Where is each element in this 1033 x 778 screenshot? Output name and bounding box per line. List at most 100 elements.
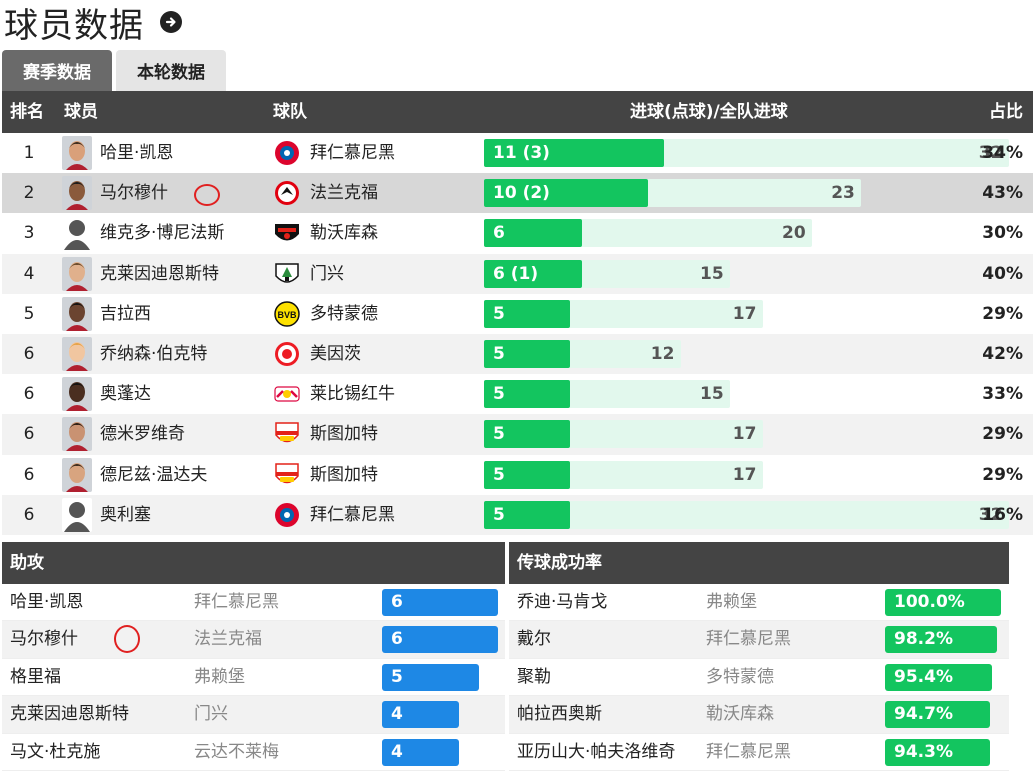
header-rank: 排名 <box>10 102 44 122</box>
list-item[interactable]: 马文·杜克施 云达不莱梅 4 <box>2 734 505 771</box>
player-goals-bar: 5 <box>484 420 570 449</box>
stat-bar: 95.4% <box>885 663 992 691</box>
team-goals-value: 23 <box>831 183 855 204</box>
list-item[interactable]: 哈里·凯恩 拜仁慕尼黑 6 <box>2 584 505 622</box>
player-goals-bar: 5 <box>484 460 570 489</box>
list-item[interactable]: 聚勒 多特蒙德 95.4% <box>509 659 1009 697</box>
player-name-link[interactable]: 奥利塞 <box>100 504 151 525</box>
table-row[interactable]: 6 奥蓬达 莱比锡红牛 5 15 33% <box>2 374 1033 415</box>
annotation-circle <box>194 184 220 207</box>
goal-share-value: 30% <box>982 223 1023 244</box>
player-name-link[interactable]: 马尔穆什 <box>10 629 78 650</box>
player-name-link[interactable]: 克莱因迪恩斯特 <box>10 704 129 725</box>
player-name-link[interactable]: 聚勒 <box>517 666 551 687</box>
team-name-link[interactable]: 弗赖堡 <box>706 592 757 612</box>
team-name-link[interactable]: 莱比锡红牛 <box>310 384 395 405</box>
arrow-right-circle-icon[interactable] <box>160 11 182 33</box>
table-row[interactable]: 6 德尼兹·温达夫 斯图加特 5 17 29% <box>2 454 1033 495</box>
header-player: 球员 <box>64 102 98 122</box>
player-name-link[interactable]: 帕拉西奥斯 <box>517 704 602 725</box>
team-name-link[interactable]: 拜仁慕尼黑 <box>706 629 791 650</box>
goal-share-value: 42% <box>982 343 1023 364</box>
team-name-link[interactable]: 美因茨 <box>310 343 361 364</box>
list-item[interactable]: 乔迪·马肯戈 弗赖堡 100.0% <box>509 584 1009 622</box>
goals-table: 排名 球员 球队 进球(点球)/全队进球 占比 1 哈里·凯恩 拜仁慕尼黑 11 (3… <box>2 91 1033 535</box>
goal-share-value: 29% <box>982 303 1023 324</box>
table-row[interactable]: 1 哈里·凯恩 拜仁慕尼黑 11 (3) 32 34% <box>2 133 1033 174</box>
player-avatar <box>62 336 92 371</box>
table-row[interactable]: 6 乔纳森·伯克特 美因茨 5 12 42% <box>2 333 1033 375</box>
table-row[interactable]: 6 奥利塞 拜仁慕尼黑 5 32 16% <box>2 494 1033 535</box>
stat-bar: 94.7% <box>885 701 991 729</box>
table-row[interactable]: 2 马尔穆什 法兰克福 10 (2) 23 43% <box>2 173 1033 214</box>
stat-bar: 5 <box>382 663 479 691</box>
player-name-link[interactable]: 马尔穆什 <box>100 183 168 204</box>
passing-list: 乔迪·马肯戈 弗赖堡 100.0% 戴尔 拜仁慕尼黑 98.2% 聚勒 多特蒙德 95.4% 帕拉… <box>509 584 1009 771</box>
goal-share-value: 29% <box>982 464 1023 485</box>
rank-cell: 3 <box>23 223 35 244</box>
team-name-link[interactable]: 弗赖堡 <box>194 666 245 687</box>
team-name-link[interactable]: 拜仁慕尼黑 <box>310 143 395 163</box>
team-name-link[interactable]: 斯图加特 <box>310 464 378 485</box>
team-name-link[interactable]: 法兰克福 <box>310 183 378 204</box>
team-name-link[interactable]: 拜仁慕尼黑 <box>706 741 791 762</box>
player-name-link[interactable]: 哈里·凯恩 <box>100 143 174 163</box>
player-avatar <box>62 136 92 170</box>
header-goals: 进球(点球)/全队进球 <box>630 102 788 122</box>
tab-round-stats[interactable]: 本轮数据 <box>116 50 226 91</box>
team-name-link[interactable]: 多特蒙德 <box>706 666 774 687</box>
table-row[interactable]: 6 德米罗维奇 斯图加特 5 17 29% <box>2 414 1033 455</box>
player-name-link[interactable]: 德尼兹·温达夫 <box>100 464 208 485</box>
list-item[interactable]: 马尔穆什 法兰克福 6 <box>2 621 505 659</box>
team-name-link[interactable]: 门兴 <box>194 704 228 725</box>
player-name-link[interactable]: 格里福 <box>10 666 61 687</box>
rank-cell: 4 <box>23 263 35 284</box>
stat-bar: 94.3% <box>885 738 990 766</box>
list-item[interactable]: 帕拉西奥斯 勒沃库森 94.7% <box>509 696 1009 734</box>
player-avatar <box>62 497 92 532</box>
player-name-link[interactable]: 奥蓬达 <box>100 384 151 405</box>
player-name-link[interactable]: 乔纳森·伯克特 <box>100 343 208 364</box>
stat-bar: 100.0% <box>885 589 1001 616</box>
player-name-link[interactable]: 戴尔 <box>517 629 551 650</box>
player-goals-bar: 6 (1) <box>484 259 583 288</box>
team-name-link[interactable]: 法兰克福 <box>194 629 262 650</box>
team-name-link[interactable]: 云达不莱梅 <box>194 741 279 762</box>
list-item[interactable]: 格里福 弗赖堡 5 <box>2 659 505 697</box>
player-name-link[interactable]: 亚历山大·帕夫洛维奇 <box>517 741 676 762</box>
bayern-crest-icon <box>272 501 302 529</box>
player-name-link[interactable]: 维克多·博尼法斯 <box>100 223 225 244</box>
team-goals-value: 17 <box>732 303 757 324</box>
team-goals-value: 32 <box>978 504 1003 525</box>
player-avatar <box>62 256 92 291</box>
team-name-link[interactable]: 拜仁慕尼黑 <box>194 592 279 612</box>
rank-cell: 6 <box>23 464 35 485</box>
list-item[interactable]: 克莱因迪恩斯特 门兴 4 <box>2 696 505 734</box>
player-name-link[interactable]: 乔迪·马肯戈 <box>517 592 608 612</box>
team-name-link[interactable]: 门兴 <box>310 263 344 284</box>
rank-cell: 1 <box>23 143 35 163</box>
player-avatar <box>62 457 92 492</box>
team-name-link[interactable]: 拜仁慕尼黑 <box>310 504 395 525</box>
list-item[interactable]: 亚历山大·帕夫洛维奇 拜仁慕尼黑 94.3% <box>509 734 1009 771</box>
team-name-link[interactable]: 勒沃库森 <box>310 223 378 244</box>
table-row[interactable]: 5 吉拉西 BVB 多特蒙德 5 17 29% <box>2 293 1033 334</box>
table-row[interactable]: 4 克莱因迪恩斯特 门兴 6 (1) 15 40% <box>2 253 1033 294</box>
player-name-link[interactable]: 马文·杜克施 <box>10 741 101 762</box>
goal-share-value: 29% <box>982 424 1023 445</box>
player-name-link[interactable]: 哈里·凯恩 <box>10 592 84 612</box>
team-name-link[interactable]: 勒沃库森 <box>706 704 774 725</box>
list-item[interactable]: 戴尔 拜仁慕尼黑 98.2% <box>509 621 1009 659</box>
tab-season-stats[interactable]: 赛季数据 <box>2 50 112 91</box>
player-name-link[interactable]: 克莱因迪恩斯特 <box>100 263 219 284</box>
header-share: 占比 <box>989 102 1023 122</box>
team-name-link[interactable]: 斯图加特 <box>310 424 378 445</box>
player-name-link[interactable]: 德米罗维奇 <box>100 424 185 445</box>
table-row[interactable]: 3 维克多·博尼法斯 勒沃库森 6 20 30% <box>2 213 1033 254</box>
header-team: 球队 <box>273 102 307 122</box>
team-name-link[interactable]: 多特蒙德 <box>310 303 378 324</box>
team-goals-value: 32 <box>978 143 1003 163</box>
annotation-circle <box>114 625 140 654</box>
assists-title: 助攻 <box>2 542 505 584</box>
player-name-link[interactable]: 吉拉西 <box>100 303 151 324</box>
